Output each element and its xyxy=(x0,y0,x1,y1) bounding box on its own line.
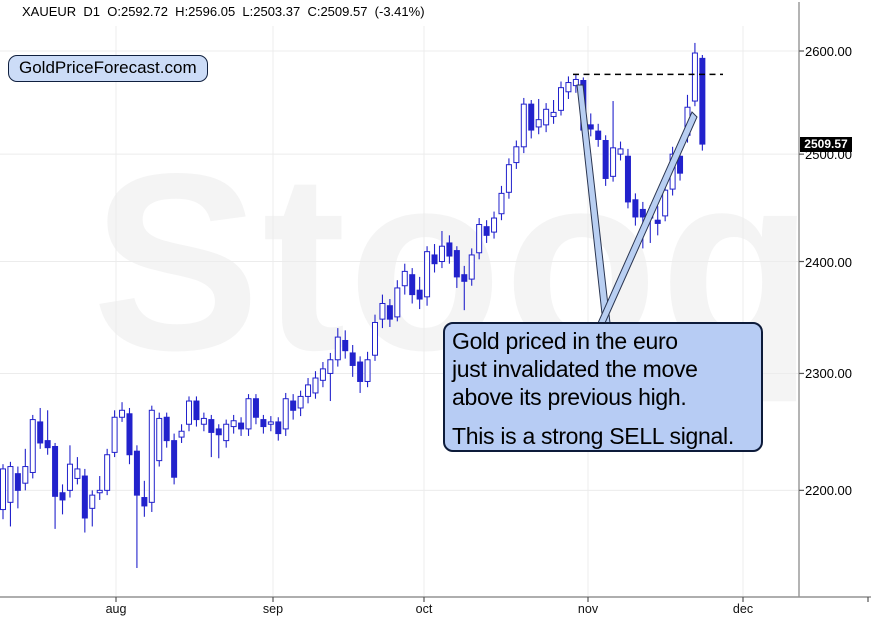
candles-layer xyxy=(0,42,706,568)
time-axis-label-oct: oct xyxy=(415,602,433,616)
annotation-line-1: Gold priced in the euro xyxy=(452,328,678,354)
pointer-to-invalidated-high xyxy=(576,84,611,324)
annotation-sell-signal-line: This is a strong SELL signal. xyxy=(452,423,734,449)
price-axis-label-2600: 2600.00 xyxy=(805,44,852,59)
axes-layer xyxy=(0,2,871,602)
time-axis-label-aug: aug xyxy=(105,602,127,616)
price-axis-label-2200: 2200.00 xyxy=(805,483,852,499)
gridlines-layer xyxy=(0,26,799,597)
price-axis-label-2300: 2300.00 xyxy=(805,366,852,382)
annotation-line-2: just invalidated the move xyxy=(452,356,698,382)
annotation-blank-line xyxy=(452,411,754,422)
annotation-line-3: above its previous high. xyxy=(452,384,687,410)
price-axis-label-2400: 2400.00 xyxy=(805,254,852,270)
chart-title: XAUEUR D1 O:2592.72 H:2596.05 L:2503.37 … xyxy=(22,4,425,19)
last-price-tag: 2509.57 xyxy=(800,136,852,152)
annotation-box: Gold priced in the euro just invalidated… xyxy=(443,322,763,452)
time-axis-label-nov: nov xyxy=(577,602,599,616)
time-axis-label-sep: sep xyxy=(262,602,284,616)
goldpriceforecast-badge: GoldPriceForecast.com xyxy=(8,55,208,82)
time-axis-label-dec: dec xyxy=(732,602,754,616)
